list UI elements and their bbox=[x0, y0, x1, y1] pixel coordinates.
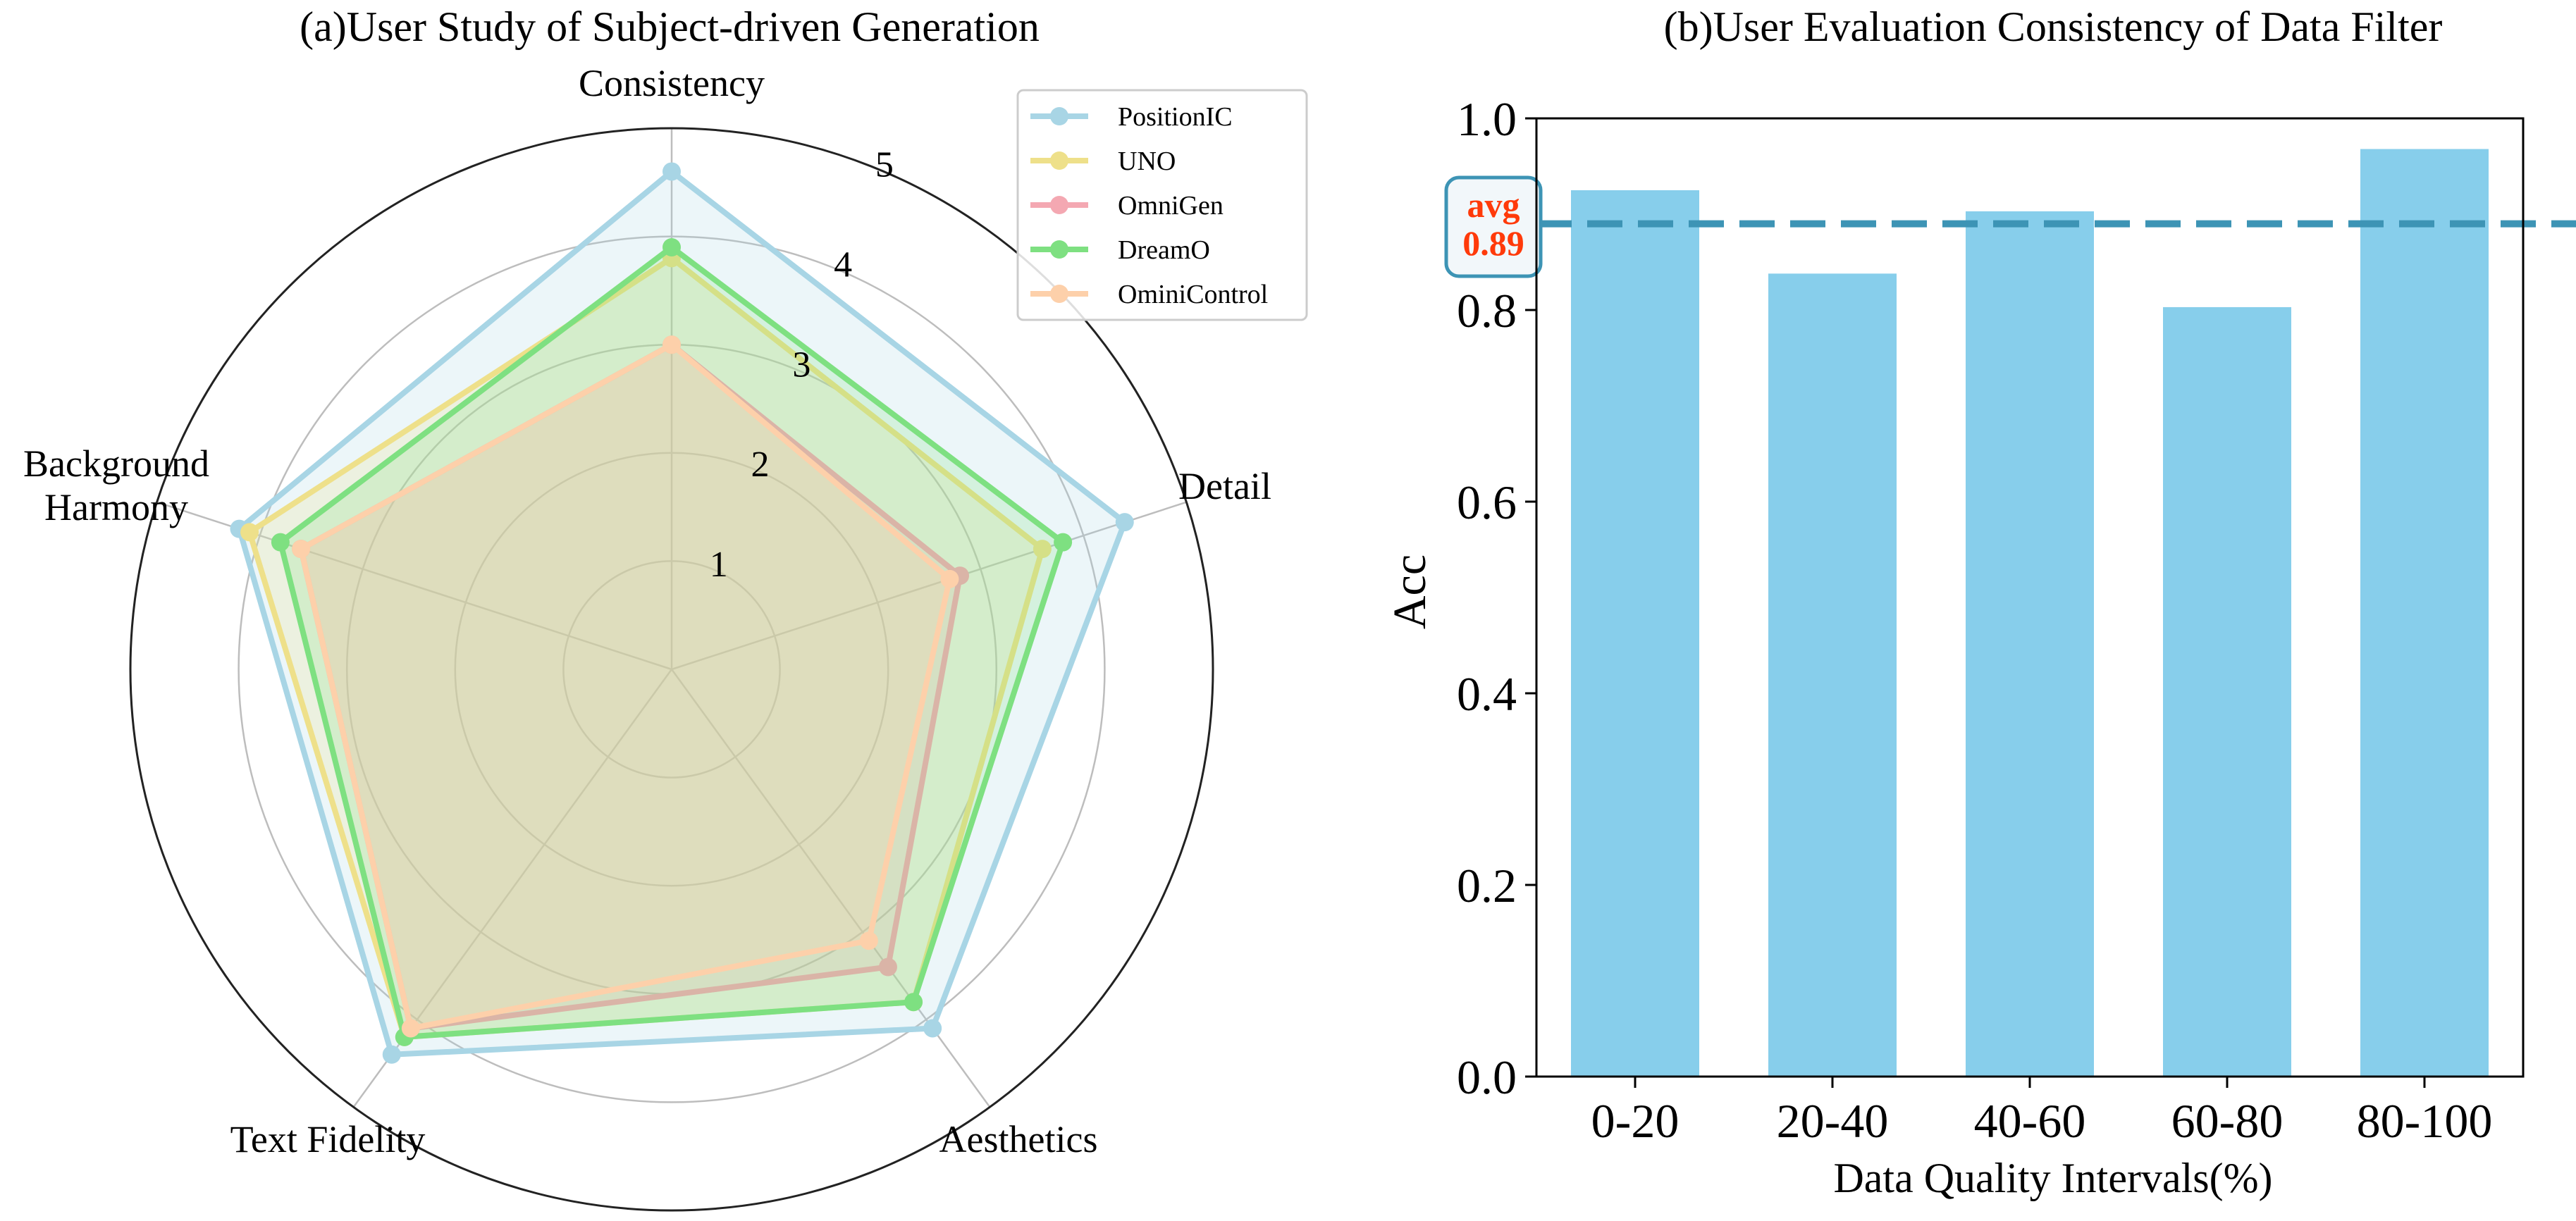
radar-point bbox=[923, 1019, 942, 1038]
radar-tick-label: 1 bbox=[710, 545, 728, 585]
radar-point bbox=[904, 993, 923, 1012]
legend-marker bbox=[1050, 151, 1068, 170]
legend-marker bbox=[1050, 240, 1068, 259]
radar-point bbox=[271, 533, 290, 552]
bar-40-60 bbox=[1966, 211, 2094, 1077]
x-tick-label: 40-60 bbox=[1974, 1094, 2086, 1148]
legend-item-positionic: PositionIC bbox=[1030, 102, 1233, 132]
radar-area bbox=[301, 345, 950, 1029]
legend-label: OmniGen bbox=[1118, 191, 1224, 221]
radar-series-ominicontrol bbox=[292, 335, 959, 1038]
radar-axis-label: Consistency bbox=[579, 62, 765, 104]
bar-0-20 bbox=[1571, 190, 1699, 1077]
average-label: avg bbox=[1467, 185, 1520, 225]
radar-series-group bbox=[230, 162, 1134, 1064]
radar-radial-ticks: 1 2 3 4 5 bbox=[710, 144, 894, 585]
radar-outer-frame bbox=[129, 127, 1214, 1212]
legend-item-dreamo: DreamO bbox=[1030, 235, 1210, 265]
legend-item-ominicontrol: OminiControl bbox=[1030, 280, 1268, 309]
radar-tick-label: 3 bbox=[792, 345, 811, 385]
radar-axis-label: Aesthetics bbox=[939, 1118, 1098, 1160]
plot-frame bbox=[1535, 117, 2525, 1078]
radar-series-dreamo bbox=[271, 237, 1073, 1046]
x-tick-label: 20-40 bbox=[1777, 1094, 1889, 1148]
legend-marker bbox=[1050, 285, 1068, 303]
radar-legend: PositionIC UNO OmniGen DreamO OminiControl bbox=[1016, 89, 1308, 321]
bar-bars bbox=[1571, 149, 2489, 1077]
legend-label: PositionIC bbox=[1118, 102, 1233, 132]
radar-point bbox=[940, 569, 959, 588]
radar-area bbox=[280, 247, 1064, 1037]
legend-label: OminiControl bbox=[1118, 280, 1268, 309]
bar-60-80 bbox=[2163, 306, 2291, 1077]
radar-line bbox=[277, 244, 1066, 1040]
bar-axes: 0.0 0.2 0.4 0.6 0.8 1.0 0-20 20-40 40-60 60-80 80-… bbox=[1457, 92, 2492, 1148]
radar-axis-labels: Consistency Detail Aesthetics Text Fidelity… bbox=[23, 62, 1271, 1160]
radar-point bbox=[663, 237, 681, 256]
average-value: 0.89 bbox=[1462, 223, 1524, 263]
bar-xlabel: Data Quality Intervals(%) bbox=[1833, 1155, 2272, 1201]
radar-point bbox=[1054, 533, 1073, 552]
radar-tick-label: 2 bbox=[751, 445, 770, 485]
radar-point bbox=[382, 1045, 401, 1064]
radar-line bbox=[298, 342, 953, 1031]
average-badge bbox=[1444, 175, 1543, 278]
x-tick-label: 60-80 bbox=[2171, 1094, 2284, 1148]
x-tick-label: 80-100 bbox=[2357, 1094, 2493, 1148]
radar-point bbox=[401, 1019, 420, 1038]
bar-20-40 bbox=[1768, 273, 1897, 1077]
radar-line bbox=[236, 168, 1128, 1058]
radar-title: (a)User Study of Subject-driven Generati… bbox=[300, 4, 1040, 50]
y-tick-label: 1.0 bbox=[1457, 92, 1517, 146]
bar-80-100 bbox=[2360, 149, 2489, 1077]
legend-marker bbox=[1050, 196, 1068, 214]
radar-point bbox=[859, 931, 878, 950]
x-tick-label: 0-20 bbox=[1591, 1094, 1680, 1148]
y-tick-label: 0.4 bbox=[1457, 667, 1517, 721]
radar-axis-label: Background Harmony bbox=[23, 442, 209, 528]
y-tick-label: 0.8 bbox=[1457, 284, 1517, 337]
radar-point bbox=[1033, 540, 1052, 559]
radar-axis-label: Text Fidelity bbox=[230, 1118, 426, 1160]
y-tick-label: 0.2 bbox=[1457, 859, 1517, 912]
radar-tick-label: 5 bbox=[875, 144, 894, 185]
radar-point bbox=[1115, 513, 1134, 532]
radar-area bbox=[301, 345, 961, 1029]
bar-chart: (b)User Evaluation Consistency of Data F… bbox=[1384, 4, 2576, 1201]
legend-item-uno: UNO bbox=[1030, 147, 1176, 176]
radar-chart: (a)User Study of Subject-driven Generati… bbox=[23, 4, 1308, 1212]
radar-point bbox=[292, 540, 311, 559]
radar-tick-label: 4 bbox=[834, 244, 852, 285]
legend-label: DreamO bbox=[1118, 235, 1210, 265]
bar-title: (b)User Evaluation Consistency of Data F… bbox=[1664, 4, 2443, 50]
radar-point bbox=[663, 162, 681, 181]
legend-frame bbox=[1016, 89, 1308, 321]
legend-marker bbox=[1050, 107, 1068, 125]
radar-area bbox=[249, 258, 1042, 1037]
legend-item-omnigen: OmniGen bbox=[1030, 191, 1224, 221]
radar-point bbox=[663, 335, 681, 354]
y-tick-label: 0.6 bbox=[1457, 476, 1517, 529]
bar-ylabel: Acc bbox=[1384, 554, 1436, 629]
radar-point bbox=[240, 523, 259, 542]
radar-axis-label: Detail bbox=[1178, 465, 1271, 507]
y-tick-label: 0.0 bbox=[1457, 1050, 1517, 1104]
radar-point bbox=[878, 957, 897, 977]
legend-label: UNO bbox=[1118, 147, 1176, 176]
radar-spoke bbox=[671, 501, 1187, 671]
